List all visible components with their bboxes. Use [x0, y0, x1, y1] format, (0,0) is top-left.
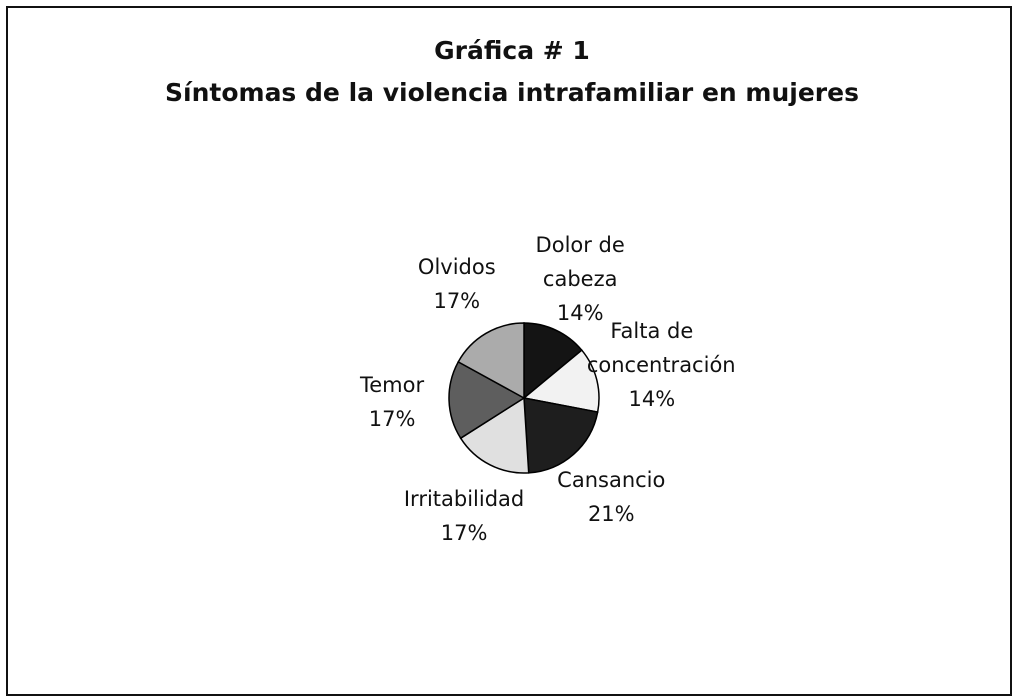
- value-label: 17%: [433, 289, 481, 314]
- value-label: 14%: [556, 300, 604, 325]
- category-label: Irritabilidad: [403, 486, 525, 511]
- chart-subtitle: Síntomas de la violencia intrafamiliar e…: [165, 78, 859, 107]
- value-label: 17%: [368, 407, 416, 432]
- value-label: 14%: [628, 387, 676, 412]
- pie-slice: [459, 396, 530, 474]
- pie-slice: [523, 397, 599, 474]
- slice-label: Irritabilidad 17%: [389, 482, 539, 550]
- slice-label: Temor 17%: [317, 368, 467, 436]
- category-label: Cansancio: [557, 468, 666, 492]
- value-label: 21%: [587, 502, 635, 526]
- chart-frame: [6, 6, 1012, 696]
- slice-label: Olvidos 17%: [382, 250, 532, 318]
- pie-slice: [448, 360, 526, 440]
- category-label: Olvidos: [417, 255, 496, 280]
- category-label: Falta de concentración: [586, 319, 736, 378]
- pie-slice: [523, 322, 583, 400]
- chart-title: Gráfica # 1: [434, 36, 590, 65]
- value-label: 17%: [440, 520, 488, 545]
- category-label: Temor: [360, 373, 425, 398]
- slice-label: Dolor de cabeza 14%: [505, 228, 655, 330]
- pie-slice: [457, 322, 525, 400]
- pie-slice: [522, 349, 600, 413]
- category-label: Dolor de cabeza: [535, 232, 625, 291]
- slice-label: Falta de concentración 14%: [577, 314, 736, 416]
- slice-label: Cansancio 21%: [536, 463, 686, 531]
